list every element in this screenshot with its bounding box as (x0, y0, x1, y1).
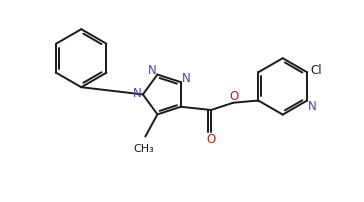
Text: N: N (308, 99, 316, 112)
Text: CH₃: CH₃ (133, 144, 154, 154)
Text: N: N (148, 64, 157, 77)
Text: Cl: Cl (310, 63, 322, 76)
Text: O: O (229, 90, 238, 103)
Text: N: N (133, 86, 142, 99)
Text: O: O (206, 133, 215, 145)
Text: N: N (182, 72, 191, 84)
